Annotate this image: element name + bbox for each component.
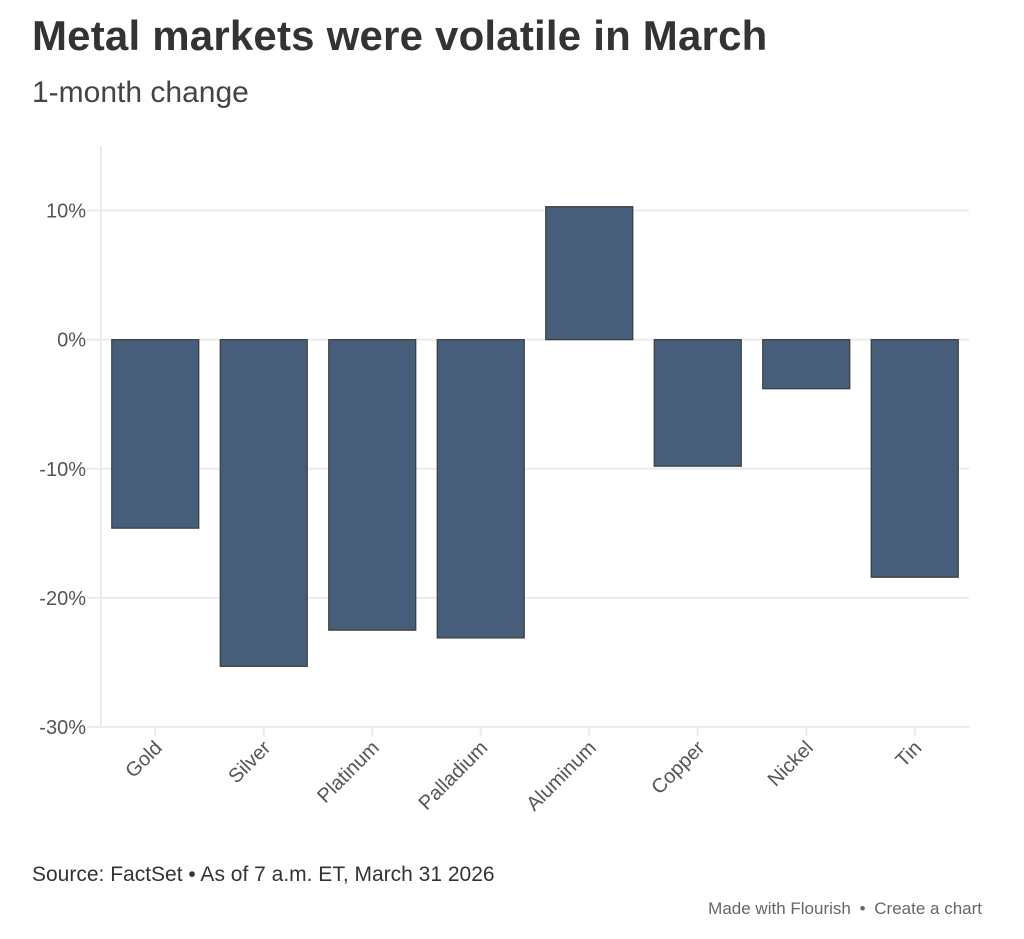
y-tick-label: 0% [57, 330, 86, 352]
y-tick-label: -10% [39, 459, 86, 481]
source-note: Source: FactSet • As of 7 a.m. ET, March… [32, 863, 495, 886]
bar-platinum[interactable] [328, 339, 417, 631]
x-tick-label: Platinum [313, 737, 384, 808]
bar-gold[interactable] [111, 339, 200, 529]
grid-lines [87, 146, 969, 728]
x-tick-label: Silver [224, 737, 275, 788]
bars [111, 206, 959, 667]
flourish-credit: Made with Flourish • Create a chart [708, 899, 982, 919]
y-tick-label: 10% [46, 201, 86, 223]
bar-silver[interactable] [219, 339, 308, 667]
bar-nickel[interactable] [762, 339, 851, 390]
chart-title: Metal markets were volatile in March [32, 12, 768, 59]
bar-tin[interactable] [870, 339, 959, 578]
credit-separator: • [859, 899, 866, 918]
bar-aluminum[interactable] [545, 206, 634, 341]
bar-chart: 10% 0% -10% -20% -30% Gold Silver Platinum Pall… [39, 146, 969, 815]
x-tick-label: Tin [892, 737, 927, 772]
x-tick-label: Nickel [764, 737, 818, 791]
bar-palladium[interactable] [436, 339, 525, 639]
chart-subtitle: 1-month change [32, 76, 249, 109]
x-tick-label: Palladium [415, 737, 493, 815]
y-tick-label: -30% [39, 717, 86, 739]
made-with-flourish-link[interactable]: Made with Flourish [708, 899, 851, 918]
x-tick-label: Aluminum [522, 737, 600, 815]
x-tick-label: Copper [647, 737, 709, 799]
x-tick-label: Gold [121, 737, 166, 782]
x-axis-tick-labels: Gold Silver Platinum Palladium Aluminum Coppe… [121, 727, 926, 815]
bar-copper[interactable] [653, 339, 742, 467]
y-tick-label: -20% [39, 588, 86, 610]
y-axis-tick-labels: 10% 0% -10% -20% -30% [39, 201, 86, 739]
create-a-chart-link[interactable]: Create a chart [874, 899, 982, 918]
